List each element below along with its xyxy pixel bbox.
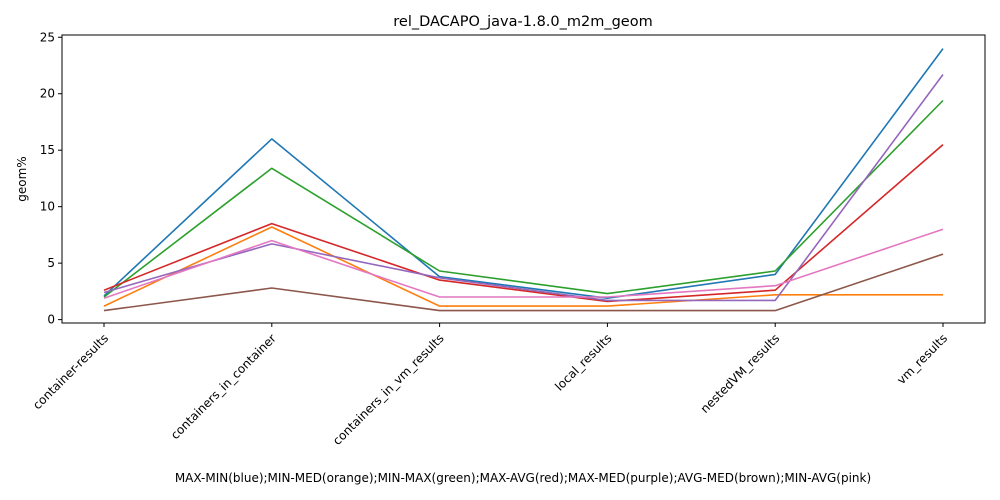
plot-frame (61, 34, 986, 324)
y-tick-label: 10 (40, 200, 55, 214)
x-tick-label: containers_in_vm_results (330, 331, 447, 448)
x-tick-label: container-results (30, 331, 111, 412)
y-axis: 0 5 10 15 20 25 (40, 30, 62, 327)
x-tick-label: local_results (552, 331, 614, 393)
axes-layer (61, 34, 986, 324)
y-tick-label: 15 (40, 143, 55, 157)
x-tick-label: containers_in_container (168, 331, 279, 442)
series-line-3 (103, 143, 944, 303)
series-line-0 (103, 48, 944, 300)
y-tick-label: 20 (40, 87, 55, 101)
y-tick-label: 0 (47, 313, 55, 327)
series-line-4 (103, 74, 944, 302)
chart-title: rel_DACAPO_java-1.8.0_m2m_geom (393, 14, 652, 30)
x-tick-label: nestedVM_results (698, 331, 783, 416)
x-tick-label: vm_results (894, 331, 950, 387)
y-tick-label: 5 (47, 256, 55, 270)
y-tick-label: 25 (40, 30, 55, 44)
y-axis-label: geom% (15, 156, 29, 201)
series-line-5 (103, 253, 944, 312)
series-line-1 (103, 226, 943, 307)
series-line-2 (103, 99, 944, 298)
series-line-6 (103, 228, 944, 299)
x-axis-label: MAX-MIN(blue);MIN-MED(orange);MIN-MAX(gr… (175, 471, 871, 485)
x-axis: container-results containers_in_container… (30, 323, 950, 448)
series-layer (103, 48, 944, 312)
